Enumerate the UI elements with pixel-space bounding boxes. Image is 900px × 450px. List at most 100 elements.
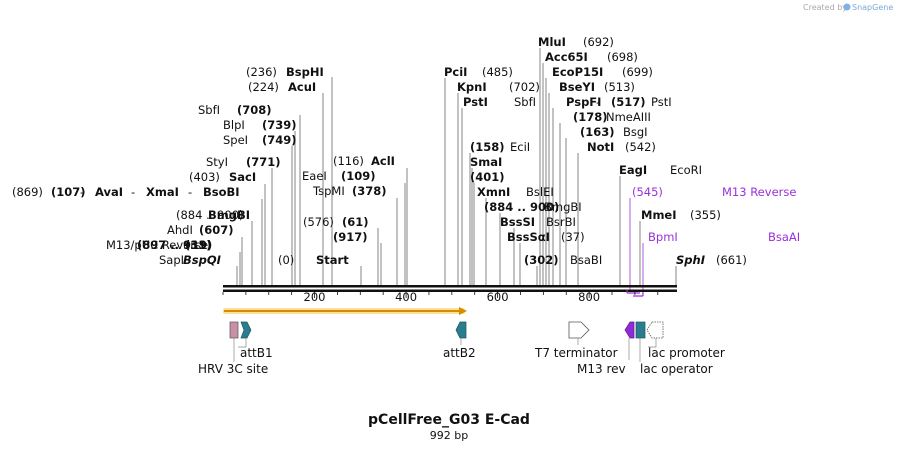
site-smai: SacI: [229, 170, 256, 184]
site-mmei-pos: (884 .. 900): [176, 208, 244, 222]
site-sbfi: (517): [611, 95, 646, 109]
map-subtitle: 992 bp: [430, 429, 468, 442]
ruler-label-600: 600: [487, 290, 509, 304]
site-xmai-sep: -: [131, 185, 135, 199]
feature-labels: attB1 HRV 3C site attB2 T7 terminator M1…: [198, 346, 725, 376]
backbone-top-strand: [223, 285, 677, 288]
feature-hrv-3c-site: [229, 321, 239, 339]
label-t7-terminator: T7 terminator: [534, 346, 618, 360]
site-xmai: AvaI: [95, 185, 123, 199]
site-psti: PspFI: [566, 95, 601, 109]
site-noti-pos: EciI: [510, 140, 530, 154]
site-pspfi-pos: SbfI: [514, 95, 536, 109]
site-ecop15i-pos: (699): [622, 65, 653, 79]
site-start-pos: SapI: [159, 253, 184, 267]
site-sphi-pos: BsaBI: [570, 253, 602, 267]
site-bmgbi-pos: BmgBI: [544, 200, 582, 214]
site-avai-pos: (869): [12, 185, 43, 199]
site-acui-pos: (224): [248, 80, 279, 94]
site-acui: AcuI: [288, 80, 316, 94]
features: [229, 321, 664, 362]
site-bslei: XmnI: [477, 185, 510, 199]
site-bsssi: (61): [342, 215, 369, 229]
sequence-backbone: [223, 285, 677, 292]
site-bseyi: KpnI: [457, 80, 487, 94]
primer-m13puc-reverse: BpmI: [648, 230, 678, 244]
site-acc65i-pos: (698): [607, 50, 638, 64]
site-styi-pos: (542): [625, 140, 656, 154]
site-sapi: (897 .. 919): [137, 238, 212, 252]
snapgene-credit: Created by SnapGene: [803, 3, 893, 12]
site-sbfi-pos: PstI: [651, 95, 672, 109]
site-blpi-pos: NmeAIII: [606, 110, 651, 124]
site-bspqi: (31): [185, 238, 212, 252]
feature-attb2: [455, 321, 467, 339]
site-bpmi-pos: AhdI: [167, 223, 193, 237]
site-spei-pos: BsgI: [623, 125, 648, 139]
ruler-label-200: 200: [304, 290, 326, 304]
site-bsssai: (917): [333, 230, 368, 244]
site-ecii-pos: SpeI: [223, 133, 248, 147]
site-eagi: (401): [470, 170, 505, 184]
site-blpi: (178): [573, 110, 608, 124]
site-sphi: (302): [524, 253, 559, 267]
site-smai-pos: (403): [189, 170, 220, 184]
leader-attb1: [238, 338, 247, 348]
site-eaei: SmaI: [470, 155, 502, 169]
site-acli: (771): [246, 155, 281, 169]
site-eco53ki: (109): [341, 169, 376, 183]
site-ecop15i: EcoP15I: [552, 65, 603, 79]
site-start: BspQI: [183, 253, 222, 267]
site-pcii-pos: (485): [482, 65, 513, 79]
site-bsabi-pos: (0): [278, 253, 294, 267]
primer-m13-reverse: (545): [632, 185, 663, 199]
site-psti-sep: -: [596, 95, 600, 109]
site-bsrbi: MmeI: [641, 208, 677, 222]
site-bseyi-pos: (702): [509, 80, 540, 94]
credit-brand: SnapGene: [852, 3, 893, 12]
primer-m13puc-reverse-range: BsaAI: [768, 230, 800, 244]
site-end-pos: (661): [716, 253, 747, 267]
site-end: SphI: [676, 253, 706, 267]
site-ahdi-pos: BsrBI: [546, 215, 576, 229]
site-acli-pos: StyI: [206, 155, 228, 169]
label-lac-promoter: lac promoter: [648, 346, 725, 360]
orf-arrow: [223, 307, 467, 315]
site-nmeaiii-pos: SbfI: [198, 103, 220, 117]
ruler-label-400: 400: [395, 290, 417, 304]
snapgene-logo-icon: [843, 3, 851, 11]
site-bsaai: BssSαI: [507, 230, 550, 244]
site-labels: MluI (692) Acc65I (698) EcoP15I (699) Bs…: [12, 35, 800, 267]
site-styi: NotI: [587, 140, 614, 154]
site-xmni: (378): [352, 184, 387, 198]
map-title: pCellFree_G03 E-Cad: [368, 412, 530, 428]
ruler-label-800: 800: [578, 290, 600, 304]
label-attb1: attB1: [240, 346, 273, 360]
site-ahdi: BssSI: [500, 215, 535, 229]
site-bsobi: XmaI: [146, 185, 179, 199]
primer-bracket-m13: [626, 290, 640, 294]
site-bsphi: BspHI: [286, 65, 324, 79]
label-m13-rev: M13 rev: [577, 362, 626, 376]
feature-attb1: [240, 321, 252, 339]
site-kpni-pos: (513): [604, 80, 635, 94]
site-pcii: PciI: [444, 65, 467, 79]
site-bslei-pos: BslEI: [526, 185, 554, 199]
feature-lac-promoter: [646, 321, 664, 339]
site-avai: (107): [51, 185, 86, 199]
site-bsphi-pos: (236): [246, 65, 277, 79]
site-eco53ki-pos: EaeI: [302, 169, 327, 183]
site-kpni: BseYI: [559, 80, 595, 94]
label-lac-operator: lac operator: [640, 362, 713, 376]
site-spei: (163): [580, 125, 615, 139]
site-xmni-pos: TspMI: [312, 184, 345, 198]
label-hrv-3c-site: HRV 3C site: [198, 362, 268, 376]
site-saci: AclI: [371, 154, 395, 168]
site-bsgi-pos: BlpI: [223, 118, 245, 132]
site-mlui: MluI: [538, 35, 566, 49]
site-ecii: (749): [262, 133, 297, 147]
site-bsgi: (739): [262, 118, 297, 132]
credit-created-by: Created by: [803, 3, 847, 12]
ruler: 200 400 600 800: [222, 290, 659, 304]
